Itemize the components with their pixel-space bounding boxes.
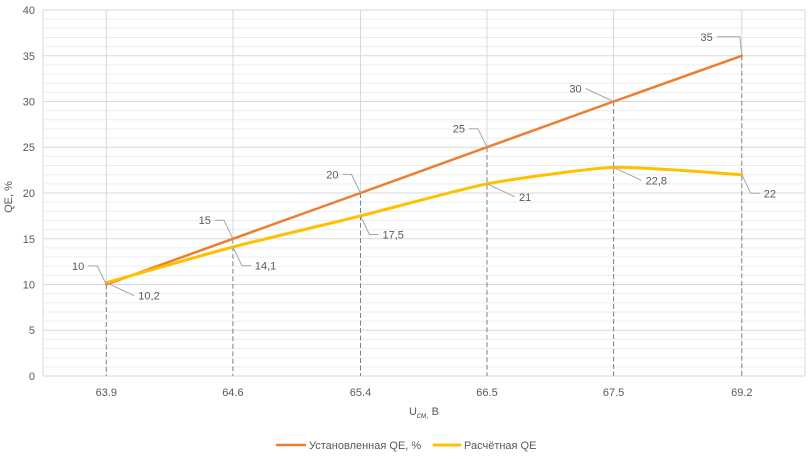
svg-text:64.6: 64.6 [222, 387, 243, 399]
svg-text:66.5: 66.5 [476, 387, 497, 399]
svg-text:21: 21 [519, 192, 531, 204]
svg-text:Расчётная QE: Расчётная QE [464, 440, 536, 452]
svg-text:25: 25 [23, 142, 35, 154]
svg-text:69.2: 69.2 [731, 387, 752, 399]
svg-text:Установленная QE, %: Установленная QE, % [309, 440, 421, 452]
svg-text:10: 10 [72, 261, 84, 273]
svg-text:65.4: 65.4 [350, 387, 371, 399]
svg-text:67.5: 67.5 [603, 387, 624, 399]
svg-text:15: 15 [199, 215, 211, 227]
svg-text:10,2: 10,2 [138, 291, 159, 303]
svg-text:30: 30 [23, 97, 35, 109]
svg-text:22,8: 22,8 [646, 175, 667, 187]
svg-text:5: 5 [29, 325, 35, 337]
svg-text:10: 10 [23, 280, 35, 292]
svg-text:14,1: 14,1 [255, 261, 276, 273]
svg-text:QE, %: QE, % [3, 181, 15, 213]
svg-text:35: 35 [23, 51, 35, 63]
svg-text:15: 15 [23, 234, 35, 246]
svg-text:22: 22 [764, 188, 776, 200]
svg-text:63.9: 63.9 [96, 387, 117, 399]
svg-text:40: 40 [23, 5, 35, 17]
svg-text:35: 35 [701, 32, 713, 44]
svg-text:30: 30 [569, 84, 581, 96]
svg-text:Uсм, B: Uсм, B [409, 406, 439, 420]
svg-text:25: 25 [453, 124, 465, 136]
svg-text:20: 20 [326, 169, 338, 181]
svg-text:17,5: 17,5 [383, 230, 404, 242]
svg-text:20: 20 [23, 188, 35, 200]
svg-text:0: 0 [29, 371, 35, 383]
